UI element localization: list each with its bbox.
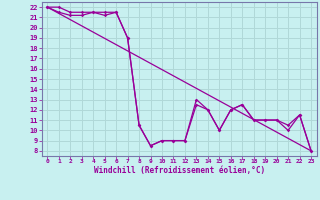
X-axis label: Windchill (Refroidissement éolien,°C): Windchill (Refroidissement éolien,°C) (94, 166, 265, 175)
